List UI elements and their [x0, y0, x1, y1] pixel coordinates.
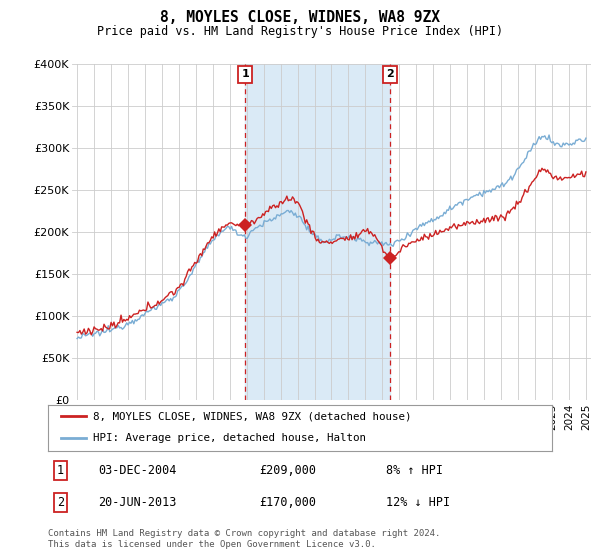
- Text: Price paid vs. HM Land Registry's House Price Index (HPI): Price paid vs. HM Land Registry's House …: [97, 25, 503, 38]
- Text: Contains HM Land Registry data © Crown copyright and database right 2024.
This d: Contains HM Land Registry data © Crown c…: [48, 529, 440, 549]
- Text: 12% ↓ HPI: 12% ↓ HPI: [386, 496, 450, 509]
- Text: 8, MOYLES CLOSE, WIDNES, WA8 9ZX (detached house): 8, MOYLES CLOSE, WIDNES, WA8 9ZX (detach…: [94, 412, 412, 421]
- Text: 8% ↑ HPI: 8% ↑ HPI: [386, 464, 443, 477]
- Text: 1: 1: [241, 69, 249, 80]
- Bar: [245, 64, 391, 400]
- Text: 8, MOYLES CLOSE, WIDNES, WA8 9ZX: 8, MOYLES CLOSE, WIDNES, WA8 9ZX: [160, 10, 440, 25]
- Text: 20-JUN-2013: 20-JUN-2013: [98, 496, 177, 509]
- Text: £170,000: £170,000: [260, 496, 317, 509]
- Text: 03-DEC-2004: 03-DEC-2004: [98, 464, 177, 477]
- Text: HPI: Average price, detached house, Halton: HPI: Average price, detached house, Halt…: [94, 433, 367, 443]
- Text: 2: 2: [57, 496, 64, 509]
- Text: 2: 2: [386, 69, 394, 80]
- Text: £209,000: £209,000: [260, 464, 317, 477]
- Text: 1: 1: [57, 464, 64, 477]
